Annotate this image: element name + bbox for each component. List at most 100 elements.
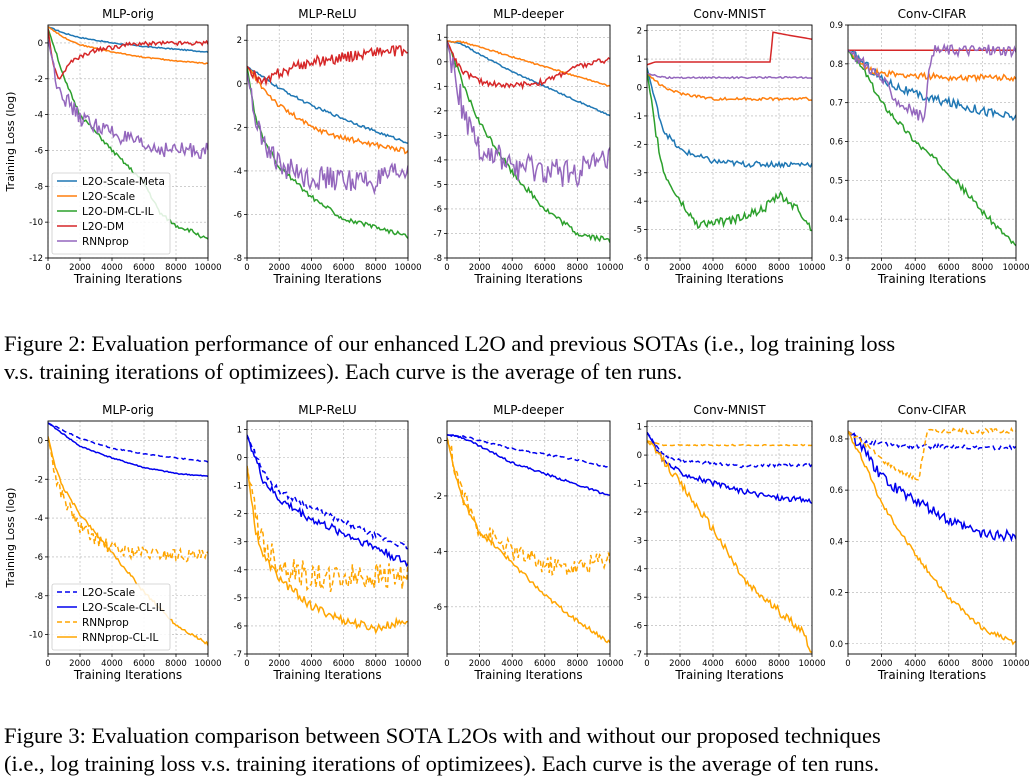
series-line-l2o-dm-cl-il	[447, 40, 610, 243]
chart-title: MLP-deeper	[493, 403, 564, 417]
series-line-l2o-dm	[48, 28, 208, 80]
figure-2-caption: Figure 2: Evaluation performance of our …	[4, 330, 1034, 386]
y-tick-label: -2	[234, 123, 242, 133]
plot-frame	[246, 24, 409, 259]
y-axis-label: Training Loss (log)	[4, 92, 17, 193]
y-tick-label: -4	[634, 197, 642, 207]
y-tick-label: 0.6	[829, 486, 843, 496]
series-line-l2o-scale-cl-il	[247, 434, 408, 568]
y-tick-label: -4	[35, 514, 43, 524]
legend-label: L2O-DM-CL-IL	[82, 206, 154, 218]
legend-label: L2O-Scale-CL-IL	[82, 602, 165, 614]
series-line-l2o-dm-cl-il	[848, 49, 1016, 247]
y-tick-label: -6	[35, 146, 43, 156]
x-tick-label: 8000	[165, 263, 187, 273]
series-line-rnnprop	[647, 72, 812, 80]
x-tick-label: 2000	[268, 263, 290, 273]
legend: L2O-Scale-Meta L2O-Scale L2O-DM-CL-IL L2O-D…	[51, 172, 171, 255]
y-tick-label: 0	[637, 451, 642, 461]
x-axis-label: Training Iterations	[473, 272, 582, 286]
x-tick-label: 6000	[133, 659, 155, 669]
x-tick-label: 8000	[768, 659, 790, 669]
y-tick-label: -4	[434, 547, 442, 557]
chart-2: 0 2000 4000 6000 8000 10000 -6 -4 -2 0 MLP-deeper T…	[434, 403, 624, 682]
plot-frame	[47, 24, 209, 259]
y-tick-label: -2	[35, 475, 43, 485]
y-tick-label: -6	[234, 622, 242, 632]
chart-1: 0 2000 4000 6000 8000 10000 -7 -6 -5 -4 -3 -2 -1 0 1 ML…	[234, 403, 422, 682]
y-tick-label: 0.8	[829, 435, 843, 445]
chart-title: Conv-CIFAR	[898, 403, 967, 417]
y-tick-label: 1	[237, 425, 242, 435]
series-line-l2o-dm	[647, 31, 812, 66]
series-line-rnnprop-cl-il	[447, 437, 610, 644]
series-line-rnnprop	[848, 42, 1016, 124]
series-line-rnnprop	[447, 41, 610, 189]
series-line-rnnprop	[48, 39, 208, 160]
x-tick-label: 6000	[938, 659, 960, 669]
y-tick-label: 0.0	[829, 640, 843, 650]
series-line-rnnprop	[848, 426, 1016, 481]
legend-label: RNNprop	[82, 617, 129, 629]
series-line-rnnprop	[48, 436, 208, 563]
y-tick-label: -2	[234, 510, 242, 520]
x-tick-label: 0	[845, 659, 850, 669]
x-axis-label: Training Iterations	[272, 668, 381, 682]
x-tick-label: 0	[45, 659, 50, 669]
chart-0: 0 2000 4000 6000 8000 10000 -12 -10 -8 -6 -4 -2 0 MLP…	[4, 7, 222, 286]
y-tick-label: -7	[434, 229, 442, 239]
x-tick-label: 8000	[768, 263, 790, 273]
series-line-rnnprop-cl-il	[647, 440, 812, 653]
x-tick-label: 10000	[596, 659, 623, 669]
series-line-l2o-scale	[848, 430, 1016, 452]
series-line-l2o-scale	[647, 431, 812, 469]
plot-frame	[47, 420, 209, 655]
x-tick-label: 8000	[567, 263, 589, 273]
y-tick-label: 1	[637, 423, 642, 433]
y-tick-label: -5	[234, 594, 242, 604]
y-tick-label: 0	[38, 39, 43, 49]
y-tick-label: 0.9	[829, 21, 843, 31]
y-tick-label: -2	[634, 508, 642, 518]
y-tick-label: -4	[634, 565, 642, 575]
y-tick-label: -5	[434, 180, 442, 190]
chart-title: MLP-deeper	[493, 7, 564, 21]
y-tick-label: -3	[234, 538, 242, 548]
series-line-l2o-scale	[247, 65, 408, 155]
legend-label: L2O-Scale	[82, 587, 135, 599]
x-tick-label: 2000	[469, 659, 491, 669]
x-tick-label: 2000	[871, 659, 893, 669]
series-line-l2o-scale-meta	[647, 67, 812, 169]
x-tick-label: 0	[444, 263, 449, 273]
x-tick-label: 4000	[101, 263, 123, 273]
chart-title: MLP-ReLU	[298, 7, 356, 21]
y-tick-label: -3	[434, 131, 442, 141]
chart-1: 0 2000 4000 6000 8000 10000 -8 -6 -4 -2 0 2 MLP-ReLU…	[234, 7, 422, 286]
y-tick-label: 0.8	[829, 60, 843, 70]
legend-box	[51, 172, 171, 255]
y-axis-label: Training Loss (log)	[4, 488, 17, 589]
x-tick-label: 0	[244, 659, 249, 669]
y-tick-label: -1	[234, 482, 242, 492]
series-line-l2o-dm	[447, 40, 610, 91]
series-line-rnnprop-cl-il	[247, 465, 408, 635]
series-line-l2o-scale	[48, 26, 208, 65]
x-tick-label: 0	[45, 263, 50, 273]
x-tick-label: 0	[845, 263, 850, 273]
x-tick-label: 6000	[133, 263, 155, 273]
x-tick-label: 4000	[702, 263, 724, 273]
x-tick-label: 10000	[1002, 659, 1029, 669]
x-tick-label: 10000	[194, 263, 221, 273]
legend-box	[51, 583, 171, 651]
x-tick-label: 4000	[501, 659, 523, 669]
y-tick-label: -2	[434, 107, 442, 117]
x-tick-label: 4000	[301, 659, 323, 669]
series-line-l2o-scale	[647, 72, 812, 102]
series-line-l2o-scale-meta	[447, 40, 610, 117]
chart-title: MLP-orig	[102, 7, 154, 21]
y-tick-label: -2	[634, 140, 642, 150]
series-line-l2o-dm	[247, 44, 408, 87]
chart-title: MLP-orig	[102, 403, 154, 417]
legend-label: L2O-Scale-Meta	[82, 176, 165, 188]
y-tick-label: -4	[434, 156, 442, 166]
